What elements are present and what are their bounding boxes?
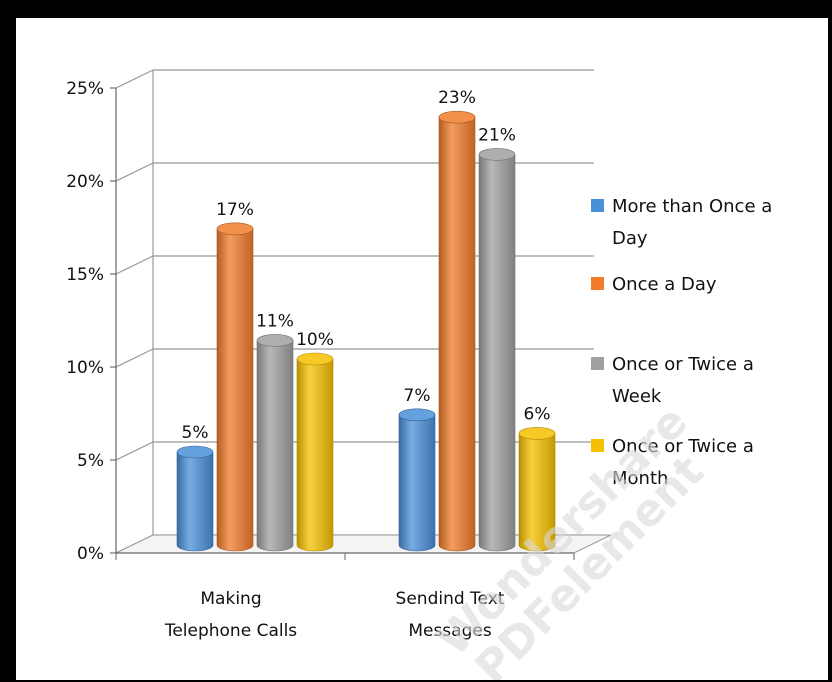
bar <box>398 408 436 552</box>
y-tick-label: 0% <box>77 544 104 564</box>
legend-item: Once a Day <box>591 274 717 295</box>
data-label: 7% <box>404 386 431 406</box>
bar <box>256 334 294 552</box>
legend-swatch <box>591 439 604 452</box>
legend-label: Once or Twice a <box>612 436 754 457</box>
legend-label: Once or Twice a <box>612 354 754 375</box>
legend: More than Once a Day Once a Day Once or Twi… <box>591 196 772 489</box>
gridline-side <box>115 348 154 368</box>
legend-swatch <box>591 277 604 290</box>
legend-swatch <box>591 199 604 212</box>
legend-item: Once or Twice a Month <box>591 436 754 489</box>
bar <box>438 110 476 552</box>
legend-label: Once a Day <box>612 274 717 295</box>
gridline-side <box>115 69 154 89</box>
category-label: Telephone Calls <box>164 621 297 641</box>
legend-item: Once or Twice a Week <box>591 354 754 407</box>
bars <box>176 110 556 552</box>
data-label: 21% <box>478 125 516 145</box>
y-axis-ticks: 0% 5% 10% 15% 20% 25% <box>66 79 116 564</box>
data-label: 5% <box>182 423 209 443</box>
bar <box>216 222 254 552</box>
y-tick-label: 15% <box>66 265 104 285</box>
y-tick-label: 10% <box>66 358 104 378</box>
legend-swatch <box>591 357 604 370</box>
data-label: 17% <box>216 200 254 220</box>
category-labels: Making Telephone Calls Sendind Text Message… <box>164 589 505 641</box>
y-tick-label: 5% <box>77 451 104 471</box>
category-label: Messages <box>408 621 492 641</box>
data-label: 11% <box>256 311 294 331</box>
y-tick-label: 20% <box>66 172 104 192</box>
data-label: 10% <box>296 330 334 350</box>
legend-label: Month <box>612 468 668 489</box>
legend-label: Day <box>612 228 648 249</box>
gridline-side <box>115 441 154 461</box>
gridline-side <box>115 255 154 275</box>
bar <box>176 445 214 552</box>
bar-chart: 0%5%10%15%20%25% 5%17%11%10%7%23%21%6% M… <box>66 69 772 680</box>
legend-label: More than Once a <box>612 196 772 217</box>
data-label: 6% <box>524 404 551 424</box>
data-label: 23% <box>438 88 476 108</box>
legend-label: Week <box>612 386 662 407</box>
category-label: Making <box>200 589 261 609</box>
chart-frame: 0% 5% 10% 15% 20% 25% 5% 17% 11% 10% 7% 23% 21% 6% M… <box>10 18 828 680</box>
bar <box>518 427 556 552</box>
data-labels: 5% 17% 11%10% 7% 23%21% 6% <box>182 88 551 443</box>
bar <box>296 352 334 552</box>
bar <box>478 148 516 552</box>
category-label: Sendind Text <box>396 589 505 609</box>
y-tick-label: 25% <box>66 79 104 99</box>
gridline-side <box>115 162 154 182</box>
legend-item: More than Once a Day <box>591 196 772 249</box>
